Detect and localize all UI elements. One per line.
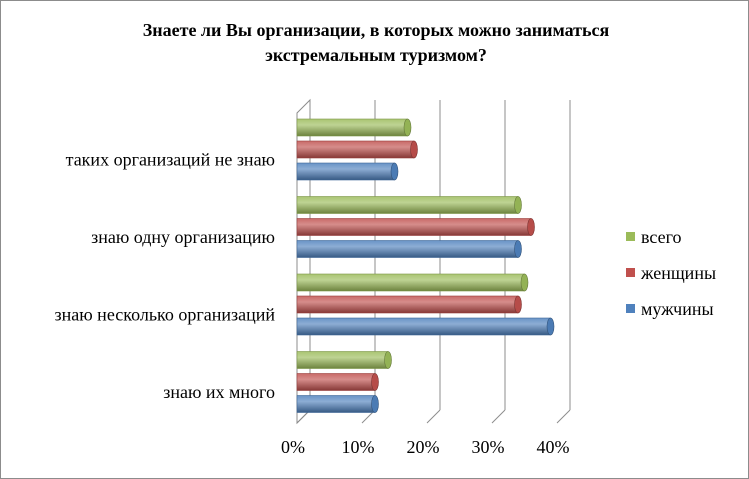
chart-title-line-1: Знаете ли Вы организации, в которых можн… bbox=[142, 20, 610, 40]
legend-swatch bbox=[626, 304, 635, 313]
x-axis-ticks: 0% 10% 20% 30% 40% bbox=[281, 437, 570, 457]
legend-label: мужчины bbox=[641, 299, 714, 319]
bar bbox=[296, 196, 522, 214]
legend-label: женщины bbox=[640, 263, 716, 283]
bar bbox=[296, 351, 392, 369]
bar bbox=[296, 395, 379, 413]
category-label: знаю одну организацию bbox=[91, 227, 275, 247]
bar bbox=[296, 373, 379, 391]
legend-swatch bbox=[626, 232, 635, 241]
category-label: знаю несколько организаций bbox=[55, 305, 276, 325]
legend-entry: женщины bbox=[626, 263, 716, 283]
bar bbox=[296, 218, 535, 236]
legend-entry: мужчины bbox=[626, 299, 714, 319]
bar bbox=[296, 118, 412, 137]
gridline bbox=[556, 100, 571, 424]
chart-title-line-2: экстремальным туризмом? bbox=[265, 45, 487, 65]
category-label: таких организаций не знаю bbox=[66, 150, 275, 170]
bar bbox=[296, 162, 399, 181]
category-label: знаю их много bbox=[163, 382, 275, 402]
bar bbox=[296, 295, 522, 314]
bar bbox=[296, 240, 522, 258]
x-tick-label: 40% bbox=[537, 437, 570, 457]
legend: всего женщины мужчины bbox=[626, 227, 716, 319]
bars bbox=[296, 118, 555, 413]
chart-title: Знаете ли Вы организации, в которых можн… bbox=[61, 18, 691, 68]
legend-entry: всего bbox=[626, 227, 682, 247]
bar bbox=[296, 273, 529, 292]
x-tick-label: 30% bbox=[472, 437, 505, 457]
x-tick-label: 20% bbox=[407, 437, 440, 457]
category-labels: таких организаций не знаю знаю одну орган… bbox=[55, 150, 276, 403]
x-tick-label: 10% bbox=[342, 437, 375, 457]
legend-label: всего bbox=[641, 227, 682, 247]
bar bbox=[296, 317, 555, 336]
x-tick-label: 0% bbox=[281, 437, 305, 457]
bar bbox=[296, 140, 418, 159]
legend-swatch bbox=[626, 268, 635, 277]
